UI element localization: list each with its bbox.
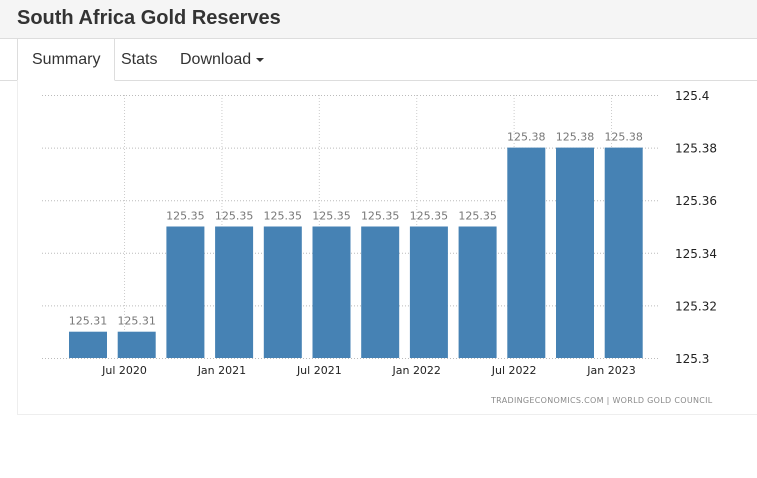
bar-value-label: 125.35 — [312, 210, 351, 223]
y-tick-label: 125.38 — [675, 142, 717, 156]
bar — [361, 226, 400, 358]
bar — [117, 331, 156, 358]
chart-source: TRADINGECONOMICS.COM | WORLD GOLD COUNCI… — [491, 396, 713, 405]
page-header: South Africa Gold Reserves — [0, 0, 757, 39]
x-tick-label: Jan 2023 — [586, 364, 635, 377]
bar — [409, 226, 448, 358]
bar — [263, 226, 302, 358]
bar-value-label: 125.35 — [361, 210, 400, 223]
download-label: Download — [180, 51, 252, 68]
bar-value-label: 125.31 — [69, 315, 108, 328]
tab-stats[interactable]: Stats — [121, 51, 158, 68]
x-tick-label: Jan 2021 — [197, 364, 246, 377]
y-tick-label: 125.32 — [675, 299, 717, 313]
bar — [69, 331, 107, 358]
bar — [312, 226, 351, 358]
y-tick-label: 125.36 — [675, 194, 717, 208]
x-tick-label: Jan 2022 — [391, 364, 440, 377]
bar — [604, 147, 643, 358]
bar-value-label: 125.35 — [264, 210, 303, 223]
tab-summary[interactable]: Summary — [17, 39, 116, 81]
caret-down-icon — [256, 57, 265, 62]
bar-value-label: 125.35 — [215, 210, 254, 223]
bar-value-label: 125.38 — [507, 131, 546, 144]
y-tick-label: 125.4 — [675, 89, 709, 103]
bar — [166, 226, 205, 358]
bar — [215, 226, 254, 358]
bar — [507, 147, 546, 358]
y-tick-label: 125.3 — [675, 352, 709, 366]
y-tick-label: 125.34 — [675, 247, 717, 261]
bar-value-label: 125.38 — [556, 131, 595, 144]
bar — [458, 226, 497, 358]
bar-value-label: 125.35 — [166, 210, 205, 223]
bar-value-label: 125.35 — [458, 210, 497, 223]
x-tick-label: Jul 2020 — [101, 364, 147, 377]
bar-value-label: 125.31 — [117, 315, 156, 328]
bar — [556, 147, 594, 358]
chart-panel — [17, 81, 757, 415]
page-title: South Africa Gold Reserves — [17, 7, 281, 29]
x-tick-label: Jul 2021 — [296, 364, 342, 377]
bar-value-label: 125.35 — [410, 210, 449, 223]
tab-download[interactable]: Download — [180, 39, 265, 80]
x-tick-label: Jul 2022 — [491, 364, 537, 377]
tab-bar: Summary Stats Download — [0, 39, 757, 81]
bar-value-label: 125.38 — [604, 131, 643, 144]
